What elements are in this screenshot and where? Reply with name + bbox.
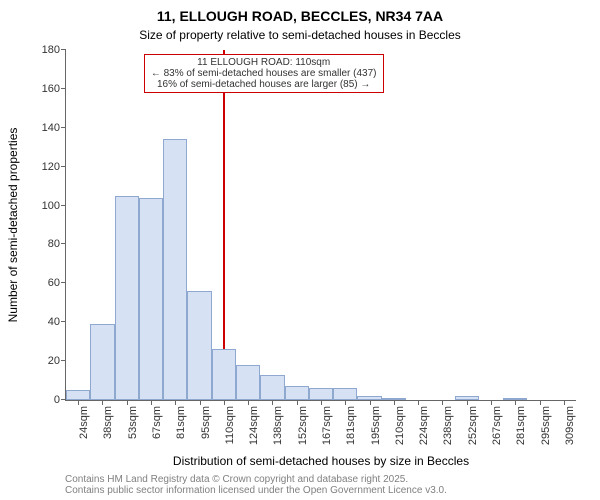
annotation-line2: ← 83% of semi-detached houses are smalle… (151, 68, 377, 79)
y-tick-label: 160 (42, 83, 60, 95)
histogram-bar (66, 390, 90, 400)
x-tick-label: 295sqm (540, 406, 552, 445)
footer-line1: Contains HM Land Registry data © Crown c… (0, 474, 600, 485)
x-tick-label: 53sqm (127, 406, 139, 439)
x-tick-mark (321, 400, 322, 405)
x-tick-label: 124sqm (248, 406, 260, 445)
histogram-bar (115, 196, 139, 400)
y-tick-label: 60 (48, 277, 60, 289)
x-tick-label: 95sqm (200, 406, 212, 439)
x-tick-mark (491, 400, 492, 405)
annotation-line1: 11 ELLOUGH ROAD: 110sqm (151, 57, 377, 68)
x-tick-label: 81sqm (175, 406, 187, 439)
x-tick-mark (175, 400, 176, 405)
x-tick-mark (200, 400, 201, 405)
histogram-bar (187, 291, 211, 400)
histogram-bar (333, 388, 357, 400)
x-tick-mark (78, 400, 79, 405)
histogram-bar (212, 349, 236, 400)
histogram-bar (90, 324, 114, 400)
y-axis-label: Number of semi-detached properties (6, 128, 20, 323)
chart-subtitle: Size of property relative to semi-detach… (0, 28, 600, 42)
histogram-bar (260, 375, 284, 400)
y-tick-mark (61, 205, 66, 206)
x-tick-label: 152sqm (297, 406, 309, 445)
x-tick-mark (564, 400, 565, 405)
x-tick-mark (442, 400, 443, 405)
x-tick-mark (540, 400, 541, 405)
x-tick-mark (151, 400, 152, 405)
chart-container: 11, ELLOUGH ROAD, BECCLES, NR34 7AA Size… (0, 0, 600, 500)
annotation-line3: 16% of semi-detached houses are larger (… (151, 79, 377, 90)
x-tick-label: 210sqm (394, 406, 406, 445)
x-tick-mark (394, 400, 395, 405)
x-tick-mark (515, 400, 516, 405)
x-tick-label: 267sqm (491, 406, 503, 445)
annotation-box: 11 ELLOUGH ROAD: 110sqm ← 83% of semi-de… (144, 54, 384, 93)
footer-line2: Contains public sector information licen… (0, 485, 600, 496)
chart-title: 11, ELLOUGH ROAD, BECCLES, NR34 7AA (0, 8, 600, 24)
x-tick-label: 252sqm (467, 406, 479, 445)
plot-area: Number of semi-detached properties Distr… (65, 50, 576, 401)
x-tick-label: 309sqm (564, 406, 576, 445)
y-tick-mark (61, 166, 66, 167)
y-tick-label: 20 (48, 355, 60, 367)
x-tick-label: 138sqm (272, 406, 284, 445)
y-tick-label: 180 (42, 44, 60, 56)
x-tick-label: 167sqm (321, 406, 333, 445)
y-tick-mark (61, 49, 66, 50)
x-axis-label: Distribution of semi-detached houses by … (66, 454, 576, 468)
histogram-bar (163, 139, 187, 400)
y-tick-label: 40 (48, 316, 60, 328)
x-tick-label: 24sqm (78, 406, 90, 439)
x-tick-mark (224, 400, 225, 405)
y-tick-label: 100 (42, 200, 60, 212)
footer: Contains HM Land Registry data © Crown c… (0, 474, 600, 496)
histogram-bar (285, 386, 309, 400)
x-tick-label: 195sqm (370, 406, 382, 445)
x-tick-label: 110sqm (224, 406, 236, 444)
x-tick-label: 281sqm (515, 406, 527, 445)
reference-line (223, 50, 225, 400)
x-tick-label: 181sqm (345, 406, 357, 445)
histogram-bar (139, 198, 163, 400)
y-tick-mark (61, 321, 66, 322)
x-tick-mark (418, 400, 419, 405)
x-tick-mark (467, 400, 468, 405)
x-tick-label: 224sqm (418, 406, 430, 445)
x-tick-mark (272, 400, 273, 405)
y-tick-label: 140 (42, 122, 60, 134)
x-tick-label: 67sqm (151, 406, 163, 439)
x-tick-mark (248, 400, 249, 405)
x-tick-mark (345, 400, 346, 405)
y-tick-mark (61, 243, 66, 244)
y-tick-mark (61, 88, 66, 89)
x-tick-mark (370, 400, 371, 405)
x-tick-mark (297, 400, 298, 405)
x-tick-mark (102, 400, 103, 405)
y-tick-label: 0 (54, 394, 60, 406)
y-tick-label: 120 (42, 161, 60, 173)
x-tick-label: 238sqm (442, 406, 454, 445)
y-tick-mark (61, 360, 66, 361)
histogram-bar (309, 388, 333, 400)
y-tick-mark (61, 127, 66, 128)
x-tick-label: 38sqm (102, 406, 114, 439)
x-tick-mark (127, 400, 128, 405)
histogram-bar (236, 365, 260, 400)
y-tick-label: 80 (48, 238, 60, 250)
y-tick-mark (61, 282, 66, 283)
